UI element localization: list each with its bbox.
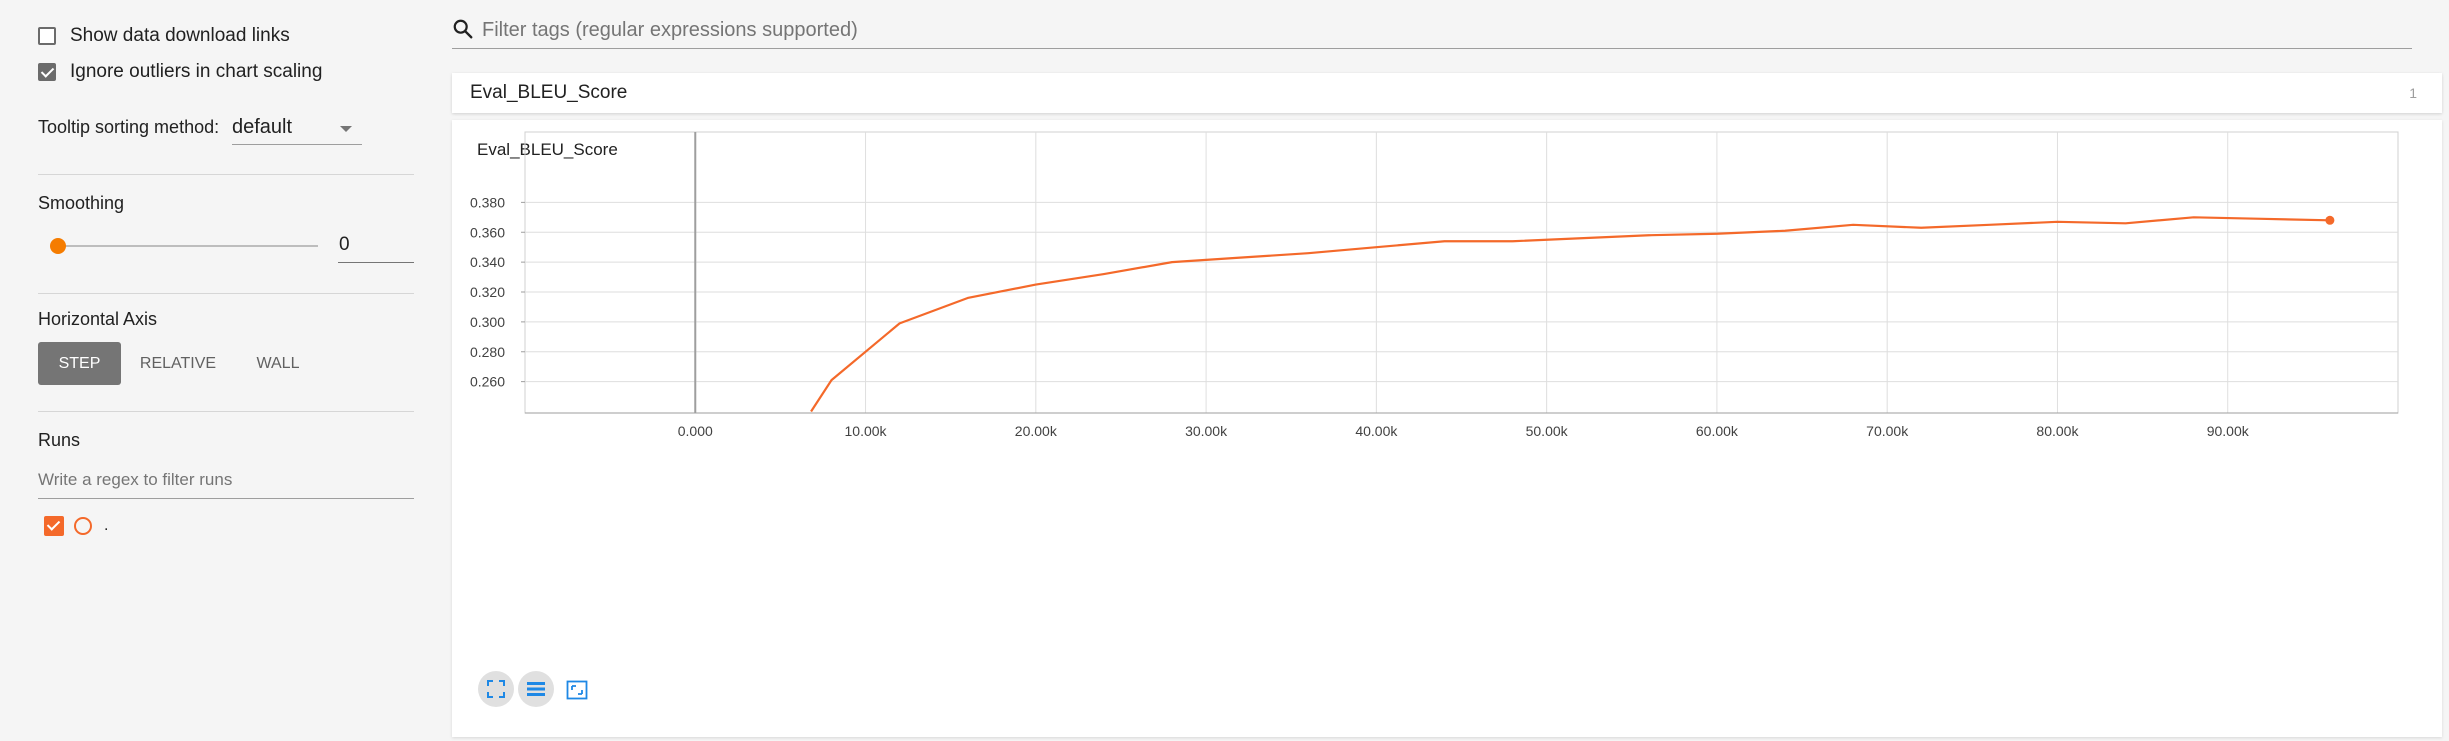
chart-title: Eval_BLEU_Score	[477, 140, 618, 159]
runs-filter-placeholder: Write a regex to filter runs	[38, 470, 233, 489]
axis-relative-button[interactable]: RELATIVE	[139, 355, 217, 372]
x-tick-label: 0.000	[678, 423, 713, 439]
chart-card: Eval_BLEU_Score 0.260 0.280 0.300 0.320 0.34…	[452, 120, 2442, 737]
smoothing-value: 0	[339, 234, 350, 255]
fullscreen-button[interactable]	[478, 671, 514, 707]
run-name: .	[104, 517, 109, 534]
runs-filter-input[interactable]: Write a regex to filter runs	[38, 466, 414, 499]
series-last-point	[2325, 215, 2335, 225]
x-tick-label: 20.00k	[1015, 423, 1058, 439]
x-tick-label: 90.00k	[2207, 423, 2250, 439]
fit-domain-icon	[566, 680, 588, 700]
run-checkbox[interactable]	[44, 516, 64, 536]
run-item[interactable]: .	[44, 516, 108, 536]
run-color-radio[interactable]	[74, 517, 92, 535]
x-tick-label: 70.00k	[1866, 423, 1909, 439]
y-tick-label: 0.320	[470, 284, 505, 300]
fit-domain-button[interactable]	[558, 671, 594, 707]
y-tick-label: 0.380	[470, 194, 505, 210]
smoothing-title: Smoothing	[38, 193, 125, 213]
divider	[38, 293, 414, 294]
axis-step-button[interactable]: STEP	[38, 342, 121, 385]
y-tick-label: 0.340	[470, 254, 505, 270]
series-line	[810, 216, 2330, 413]
line-chart[interactable]: 0.260 0.280 0.300 0.320 0.340 0.360 0.380 0.000…	[452, 120, 2442, 660]
y-tick-label: 0.360	[470, 224, 505, 240]
tooltip-sorting-value: default	[232, 116, 293, 138]
ignore-outliers-checkbox[interactable]	[38, 63, 56, 81]
ignore-outliers-toggle[interactable]: Ignore outliers in chart scaling	[38, 61, 322, 83]
y-tick-label: 0.280	[470, 344, 505, 360]
search-icon	[453, 19, 473, 39]
plot-frame	[524, 131, 2399, 414]
x-tick-label: 40.00k	[1355, 423, 1398, 439]
chevron-down-icon	[340, 126, 352, 132]
tooltip-sorting-select[interactable]: default	[232, 112, 362, 145]
divider	[38, 411, 414, 412]
tag-group-title: Eval_BLEU_Score	[470, 82, 628, 103]
x-tick-label: 80.00k	[2036, 423, 2079, 439]
tooltip-sorting-label: Tooltip sorting method:	[38, 117, 220, 137]
horizontal-axis-title: Horizontal Axis	[38, 309, 158, 329]
y-tick-label: 0.260	[470, 374, 505, 390]
x-tick-label: 30.00k	[1185, 423, 1228, 439]
expand-icon	[487, 680, 505, 698]
smoothing-input[interactable]: 0	[338, 230, 414, 263]
list-icon	[527, 682, 545, 696]
tag-filter-input[interactable]: Filter tags (regular expressions support…	[452, 12, 2412, 49]
smoothing-slider-knob[interactable]	[50, 238, 66, 254]
tag-group-header[interactable]: Eval_BLEU_Score 1	[452, 73, 2442, 113]
show-download-links-label: Show data download links	[70, 25, 290, 46]
smoothing-slider-track[interactable]	[58, 245, 318, 247]
ignore-outliers-label: Ignore outliers in chart scaling	[70, 61, 323, 82]
toggle-log-scale-button[interactable]	[518, 671, 554, 707]
x-tick-label: 50.00k	[1526, 423, 1569, 439]
sidebar: Show data download links Ignore outliers…	[0, 0, 430, 741]
x-tick-label: 60.00k	[1696, 423, 1739, 439]
x-tick-label: 10.00k	[845, 423, 888, 439]
y-tick-label: 0.300	[470, 314, 505, 330]
divider	[38, 174, 414, 175]
tag-group-count: 1	[2409, 85, 2417, 101]
tag-filter-placeholder: Filter tags (regular expressions support…	[482, 19, 858, 41]
axis-wall-button[interactable]: WALL	[256, 355, 300, 372]
show-download-links-toggle[interactable]: Show data download links	[38, 25, 290, 47]
runs-title: Runs	[38, 430, 81, 450]
show-download-links-checkbox[interactable]	[38, 27, 56, 45]
